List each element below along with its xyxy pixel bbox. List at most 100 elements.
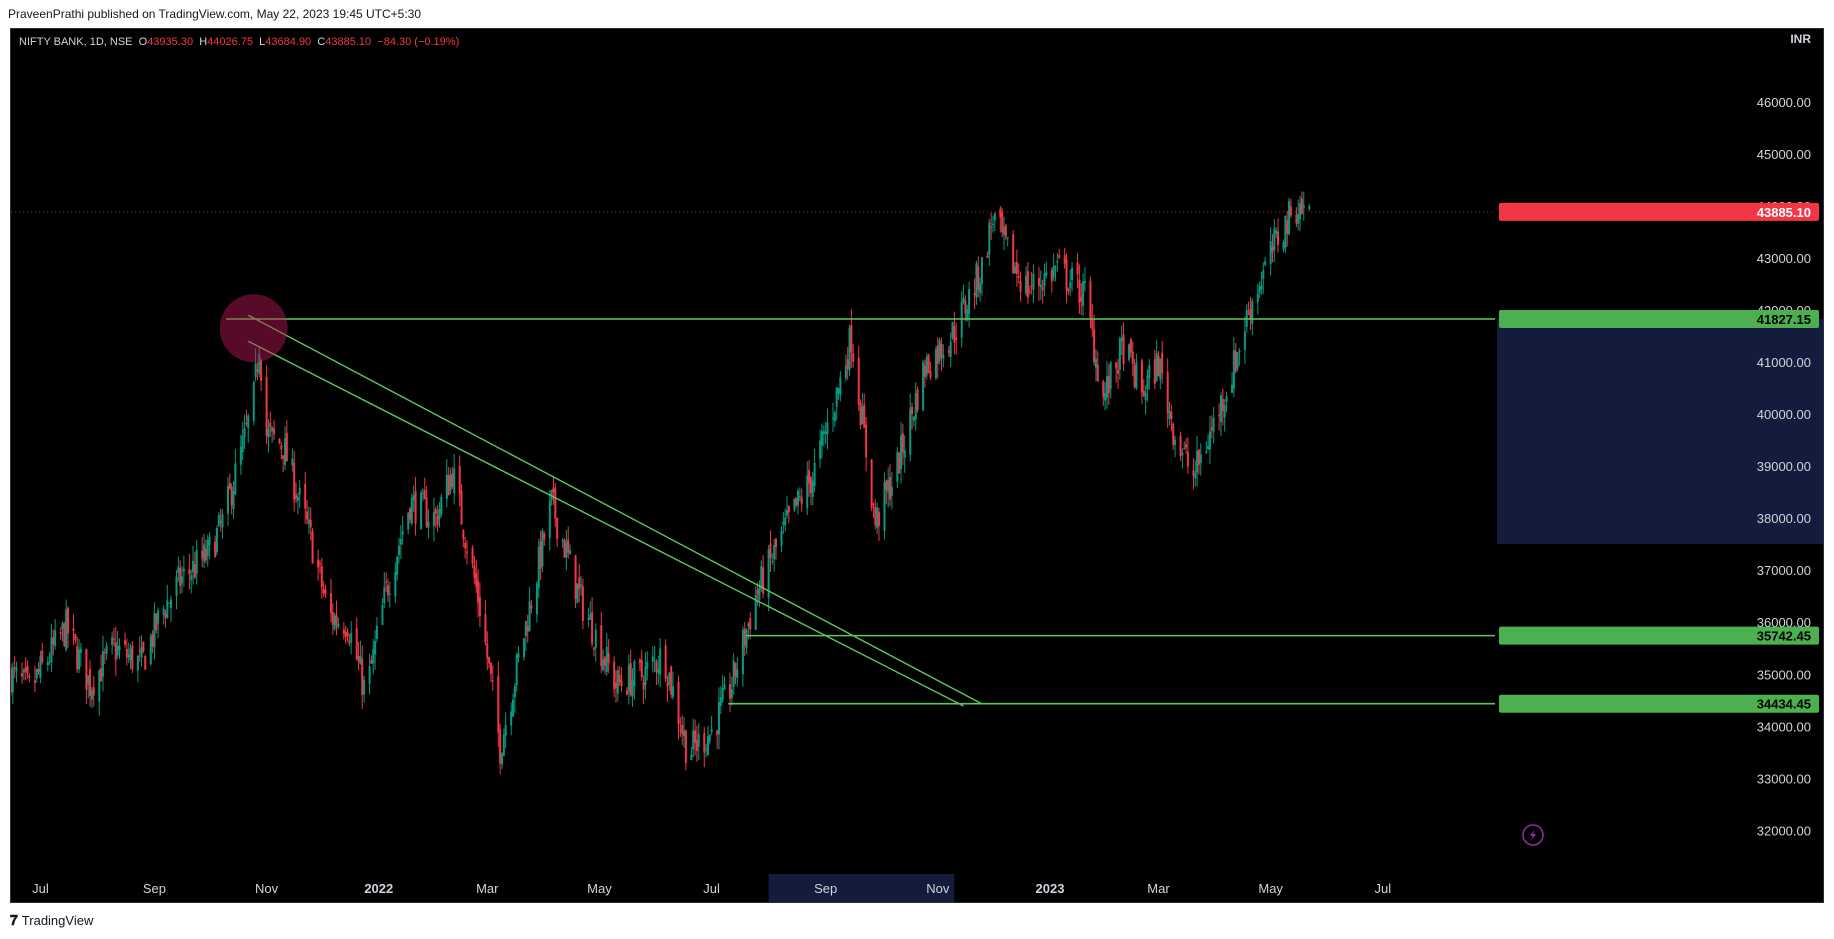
candle-body xyxy=(813,462,816,486)
candle-body xyxy=(453,468,456,494)
candle-body xyxy=(203,544,206,562)
candle-body xyxy=(1186,451,1189,467)
candle-body xyxy=(1231,384,1234,393)
candle-body xyxy=(234,463,237,495)
candle-body xyxy=(1258,286,1261,294)
candle-body xyxy=(63,624,66,646)
candle-body xyxy=(412,495,415,501)
candle-body xyxy=(1251,300,1254,325)
candle-body xyxy=(206,540,209,556)
last-price-tag-bg xyxy=(1499,202,1819,221)
candle-body xyxy=(966,309,969,319)
candle-body xyxy=(1302,205,1305,208)
candle-body xyxy=(968,289,971,315)
candle-body xyxy=(1043,273,1046,287)
candle-body xyxy=(1109,361,1112,389)
candle-body xyxy=(642,682,645,690)
price-tick-label: 36000.00 xyxy=(1757,615,1811,630)
candle-body xyxy=(169,599,172,608)
candle-body xyxy=(914,393,917,420)
candle-body xyxy=(471,548,474,564)
candle-body xyxy=(822,430,825,435)
candle-body xyxy=(337,623,340,628)
candle-body xyxy=(271,427,274,432)
candle-body xyxy=(410,497,413,524)
candle-body xyxy=(787,506,790,513)
candle-body xyxy=(208,536,211,546)
candle-body xyxy=(1019,281,1022,292)
candle-body xyxy=(695,740,698,751)
open-value: 43935.30 xyxy=(147,36,194,48)
trend-line[interactable] xyxy=(247,340,964,707)
candle-body xyxy=(977,266,980,290)
candle-body xyxy=(762,567,765,594)
candle-body xyxy=(797,490,800,506)
candle-body xyxy=(592,647,595,650)
lightning-icon[interactable] xyxy=(1522,824,1544,846)
candle-body xyxy=(466,551,469,553)
candle-body xyxy=(307,519,310,524)
candle-body xyxy=(633,661,636,687)
candle-body xyxy=(324,589,327,595)
candle-body xyxy=(144,656,147,670)
candle-body xyxy=(375,625,378,639)
candle-body xyxy=(602,659,605,670)
candle-body xyxy=(449,474,452,492)
candle-body xyxy=(1118,338,1121,370)
candle-body xyxy=(195,549,198,574)
candle-body xyxy=(499,729,502,764)
candle-body xyxy=(372,648,375,664)
candle-body xyxy=(613,661,616,690)
candle-body xyxy=(260,360,263,381)
price-tags: 43885.10 41827.15 35742.45 34434.45 xyxy=(1499,202,1819,713)
candle-body xyxy=(710,729,713,733)
candle-body xyxy=(252,381,255,422)
candle-body xyxy=(925,356,928,376)
candle-body xyxy=(754,594,757,631)
candle-body xyxy=(857,357,860,405)
candle-body xyxy=(182,568,185,572)
candle-body xyxy=(50,637,53,663)
candle-body xyxy=(901,433,904,453)
candle-body xyxy=(934,348,937,379)
candle-body xyxy=(747,623,750,627)
candle-body xyxy=(947,350,950,353)
candle-body xyxy=(54,630,57,646)
candlestick-chart[interactable]: 46000.0045000.0044000.0043000.0042000.00… xyxy=(11,29,1824,903)
candle-body xyxy=(322,588,325,593)
candle-body xyxy=(33,680,36,684)
close-value: 43885.10 xyxy=(325,36,372,48)
candle-body xyxy=(61,622,64,629)
candle-body xyxy=(486,643,489,659)
candle-body xyxy=(1289,206,1292,216)
open-label: O xyxy=(138,36,148,48)
candle-body xyxy=(333,615,336,630)
candle-body xyxy=(1128,344,1131,360)
price-tick-label: 38000.00 xyxy=(1757,511,1811,526)
candle-body xyxy=(1232,350,1235,389)
candle-body xyxy=(1212,417,1215,432)
candle-body xyxy=(561,540,564,542)
candle-body xyxy=(489,662,492,674)
candle-body xyxy=(1054,267,1057,269)
candle-body xyxy=(1256,293,1259,302)
candle-body xyxy=(640,659,643,677)
candle-body xyxy=(1262,270,1265,280)
candle-body xyxy=(114,642,117,661)
chart-panel[interactable]: 46000.0045000.0044000.0043000.0042000.00… xyxy=(10,28,1824,903)
candle-body xyxy=(1071,267,1074,280)
candle-body xyxy=(298,488,301,495)
candle-body xyxy=(697,733,700,747)
time-tick-label: May xyxy=(587,881,612,896)
level-price-tag: 34434.45 xyxy=(1757,697,1811,712)
candle-body xyxy=(806,475,809,508)
candle-body xyxy=(166,600,169,618)
candle-body xyxy=(962,298,965,303)
highlight-circle[interactable] xyxy=(219,294,288,363)
candle-body xyxy=(41,650,44,663)
trend-line[interactable] xyxy=(247,314,983,705)
candle-body xyxy=(741,629,744,675)
candle-body xyxy=(1032,273,1035,290)
candle-body xyxy=(863,404,866,428)
candle-body xyxy=(66,608,70,634)
